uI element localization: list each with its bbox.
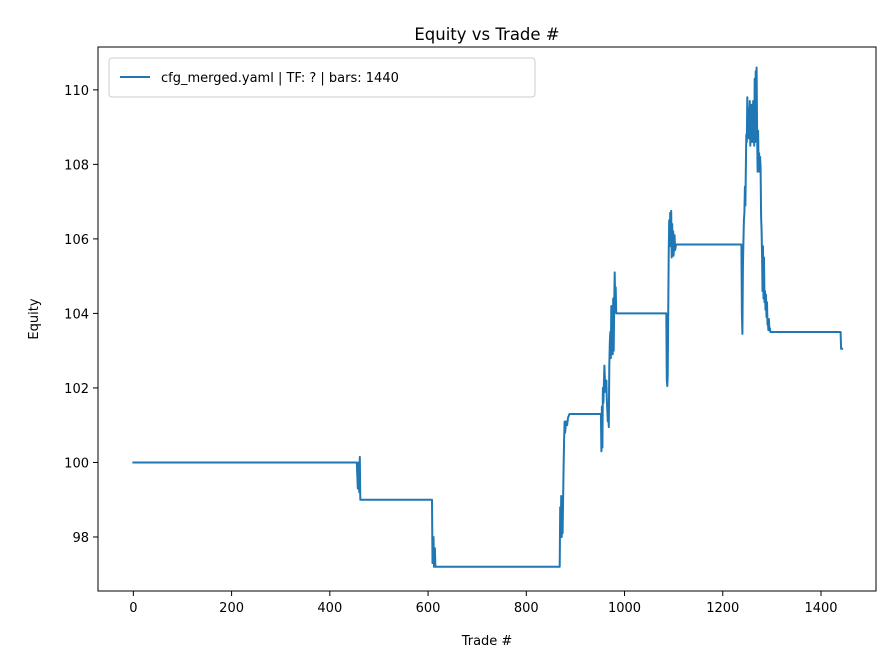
legend: cfg_merged.yaml | TF: ? | bars: 1440 [108,57,536,98]
x-tick-label: 600 [416,601,441,616]
legend-label: cfg_merged.yaml | TF: ? | bars: 1440 [161,71,399,86]
plot-area [97,46,877,592]
x-tick-label: 1200 [706,601,739,616]
legend-box [108,57,536,98]
y-tick-label: 100 [64,456,89,471]
y-tick-label: 104 [64,307,89,322]
x-tick-label: 1000 [608,601,641,616]
y-tick-label: 106 [64,233,89,248]
chart-title: Equity vs Trade # [414,25,559,44]
x-axis-label: Trade # [461,634,513,649]
x-tick-label: 400 [317,601,342,616]
axes-frame [97,46,877,592]
x-tick-label: 0 [129,601,137,616]
y-tick-label: 110 [64,84,89,99]
y-axis: 98 100 102 104 106 108 110 [64,84,98,546]
y-tick-label: 108 [64,158,89,173]
equity-line [132,66,844,568]
x-tick-label: 200 [219,601,244,616]
y-axis-label: Equity [27,298,42,339]
x-tick-label: 800 [514,601,539,616]
x-tick-label: 1400 [804,601,837,616]
x-axis: 0 200 400 600 800 1000 1200 1400 [129,591,838,616]
y-tick-label: 98 [72,531,89,546]
y-tick-label: 102 [64,382,89,397]
